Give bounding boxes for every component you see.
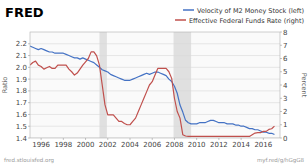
plot-frame [30, 32, 280, 138]
y-tick-label: 2.0 [16, 64, 27, 72]
x-tick-label: 1996 [32, 141, 50, 149]
x-tick-label: 1998 [54, 141, 72, 149]
x-tick [196, 138, 197, 140]
grid-line [30, 79, 280, 80]
y-tick-label: 2.1 [16, 52, 27, 60]
x-tick-label: 2016 [254, 141, 272, 149]
series-line [30, 52, 274, 137]
x-tick-label: 2010 [188, 141, 206, 149]
x-tick [152, 138, 153, 140]
title: FRED [5, 5, 44, 20]
y-axis-label: Ratio [1, 77, 9, 94]
y-tick-label: 1.8 [16, 87, 27, 95]
grid-line [30, 43, 280, 44]
y2-tick [280, 45, 282, 46]
y2-tick [280, 58, 282, 59]
y2-tick [280, 111, 282, 112]
y-tick [28, 114, 30, 115]
plot-area [30, 32, 280, 138]
series-line [30, 46, 274, 134]
x-tick-label: 2012 [210, 141, 228, 149]
y-tick-label: 1.5 [16, 123, 27, 131]
y-tick-label: 2.2 [16, 40, 27, 48]
x-tick-label: 2004 [121, 141, 139, 149]
y2-tick [280, 85, 282, 86]
annotation: myf.red/g/hGgG8 [257, 157, 305, 164]
y2-tick [280, 32, 282, 33]
y2-tick-label: 6 [283, 55, 288, 63]
y2-tick-label: 0 [283, 135, 287, 143]
grid-line [30, 114, 280, 115]
x-tick-label: 2014 [232, 141, 250, 149]
y2-tick-label: 2 [283, 108, 287, 116]
legend-swatch [183, 9, 194, 11]
y2-axis-label: Percent [300, 73, 308, 98]
legend: Velocity of M2 Money Stock (left) Effecti… [175, 7, 304, 25]
y2-tick [280, 138, 282, 139]
y-tick-label: 1.7 [16, 99, 27, 107]
legend-swatch [175, 19, 186, 21]
grid-line [30, 102, 280, 103]
x-tick [85, 138, 86, 140]
y2-tick [280, 98, 282, 99]
y-tick [28, 55, 30, 56]
y2-tick [280, 124, 282, 125]
y-tick [28, 102, 30, 103]
y-tick-label: 1.6 [16, 111, 28, 119]
y-tick [28, 138, 30, 139]
x-tick [41, 138, 42, 140]
y2-tick-label: 5 [283, 68, 287, 76]
legend-item: Velocity of M2 Money Stock (left) [183, 7, 304, 15]
x-tick-label: 2002 [99, 141, 117, 149]
chart: 1996199820002002200420062008201020122014… [0, 0, 308, 164]
legend-item: Effective Federal Funds Rate (right) [175, 17, 304, 25]
annotation: fred.stlouisfed.org [4, 157, 54, 164]
plot-content [30, 32, 280, 138]
y2-tick-label: 4 [283, 82, 288, 90]
x-tick [241, 138, 242, 140]
y2-tick-label: 3 [283, 95, 287, 103]
x-tick [263, 138, 264, 140]
y2-tick-label: 7 [283, 42, 287, 50]
x-tick [218, 138, 219, 140]
recession-band [99, 32, 106, 138]
x-tick [130, 138, 131, 140]
y2-tick-label: 8 [283, 29, 287, 37]
y-tick [28, 79, 30, 80]
y-tick [28, 126, 30, 127]
x-tick [174, 138, 175, 140]
x-tick-label: 2006 [143, 141, 161, 149]
grid-line [30, 90, 280, 91]
y-tick [28, 90, 30, 91]
y-tick [28, 67, 30, 68]
x-tick [63, 138, 64, 140]
y2-tick-label: 1 [283, 121, 287, 129]
x-tick [107, 138, 108, 140]
x-tick-label: 2008 [166, 141, 184, 149]
y-tick-label: 1.9 [16, 76, 27, 84]
y-tick-label: 1.4 [16, 135, 28, 143]
y-tick [28, 43, 30, 44]
legend-label: Velocity of M2 Money Stock (left) [197, 7, 304, 15]
legend-label: Effective Federal Funds Rate (right) [189, 17, 304, 25]
y2-tick [280, 71, 282, 72]
x-tick-label: 2000 [77, 141, 95, 149]
